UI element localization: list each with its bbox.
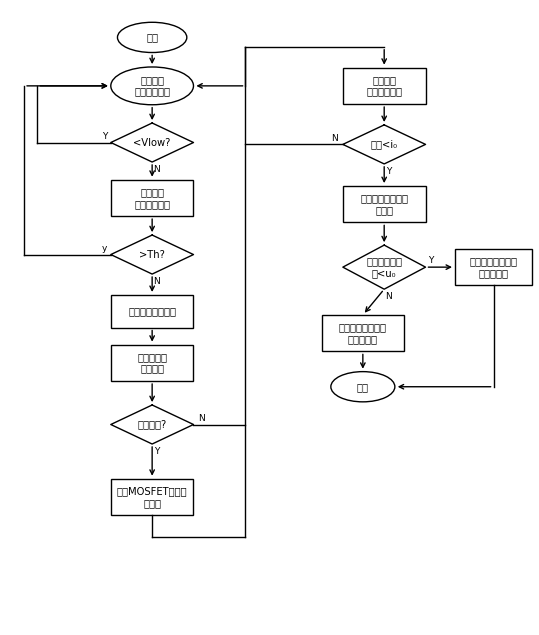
- Text: >Th?: >Th?: [139, 250, 165, 260]
- Text: <Vlow?: <Vlow?: [134, 138, 171, 147]
- Bar: [111, 345, 194, 381]
- Text: 继电器开关电
压<u₀: 继电器开关电 压<u₀: [366, 257, 402, 278]
- Bar: [455, 249, 532, 285]
- Text: 发送MOSFET开关关
断指令: 发送MOSFET开关关 断指令: [117, 486, 188, 508]
- Text: 上传实时状态信息: 上传实时状态信息: [128, 306, 176, 316]
- Text: 开始: 开始: [146, 32, 158, 43]
- Text: Y: Y: [154, 447, 159, 456]
- Bar: [343, 67, 425, 104]
- Text: 上送云平台组件关
断失败事件: 上送云平台组件关 断失败事件: [339, 323, 387, 344]
- Text: N: N: [198, 414, 205, 423]
- Polygon shape: [111, 123, 194, 162]
- Text: 实时检测
光伏组件电压: 实时检测 光伏组件电压: [134, 75, 170, 97]
- Text: 实时检测
光伏组件电流: 实时检测 光伏组件电流: [366, 75, 402, 97]
- Text: Y: Y: [102, 131, 107, 141]
- Text: 实时检测
光伏组件温度: 实时检测 光伏组件温度: [134, 187, 170, 209]
- Text: Y: Y: [428, 257, 433, 265]
- Polygon shape: [111, 405, 194, 444]
- Text: 断开组件?: 断开组件?: [137, 420, 167, 429]
- Bar: [111, 479, 194, 515]
- Polygon shape: [343, 125, 425, 164]
- Text: 上送云平台组件关
断成功事件: 上送云平台组件关 断成功事件: [469, 257, 517, 278]
- Text: 接收云平台
控制指令: 接收云平台 控制指令: [137, 352, 167, 373]
- Text: N: N: [385, 292, 392, 301]
- Ellipse shape: [118, 22, 187, 53]
- Text: N: N: [153, 277, 160, 286]
- Ellipse shape: [111, 67, 194, 105]
- Bar: [111, 295, 194, 328]
- Bar: [343, 186, 425, 222]
- Text: Y: Y: [386, 167, 391, 176]
- Text: y: y: [102, 244, 107, 253]
- Text: 结束: 结束: [357, 382, 369, 392]
- Bar: [111, 180, 194, 216]
- Text: 发送继电器开关关
断指令: 发送继电器开关关 断指令: [360, 194, 408, 215]
- Ellipse shape: [331, 371, 395, 402]
- Bar: [321, 315, 404, 352]
- Polygon shape: [343, 245, 425, 289]
- Text: N: N: [331, 133, 338, 143]
- Polygon shape: [111, 235, 194, 274]
- Text: N: N: [153, 165, 160, 174]
- Text: 电流<i₀: 电流<i₀: [371, 140, 398, 149]
